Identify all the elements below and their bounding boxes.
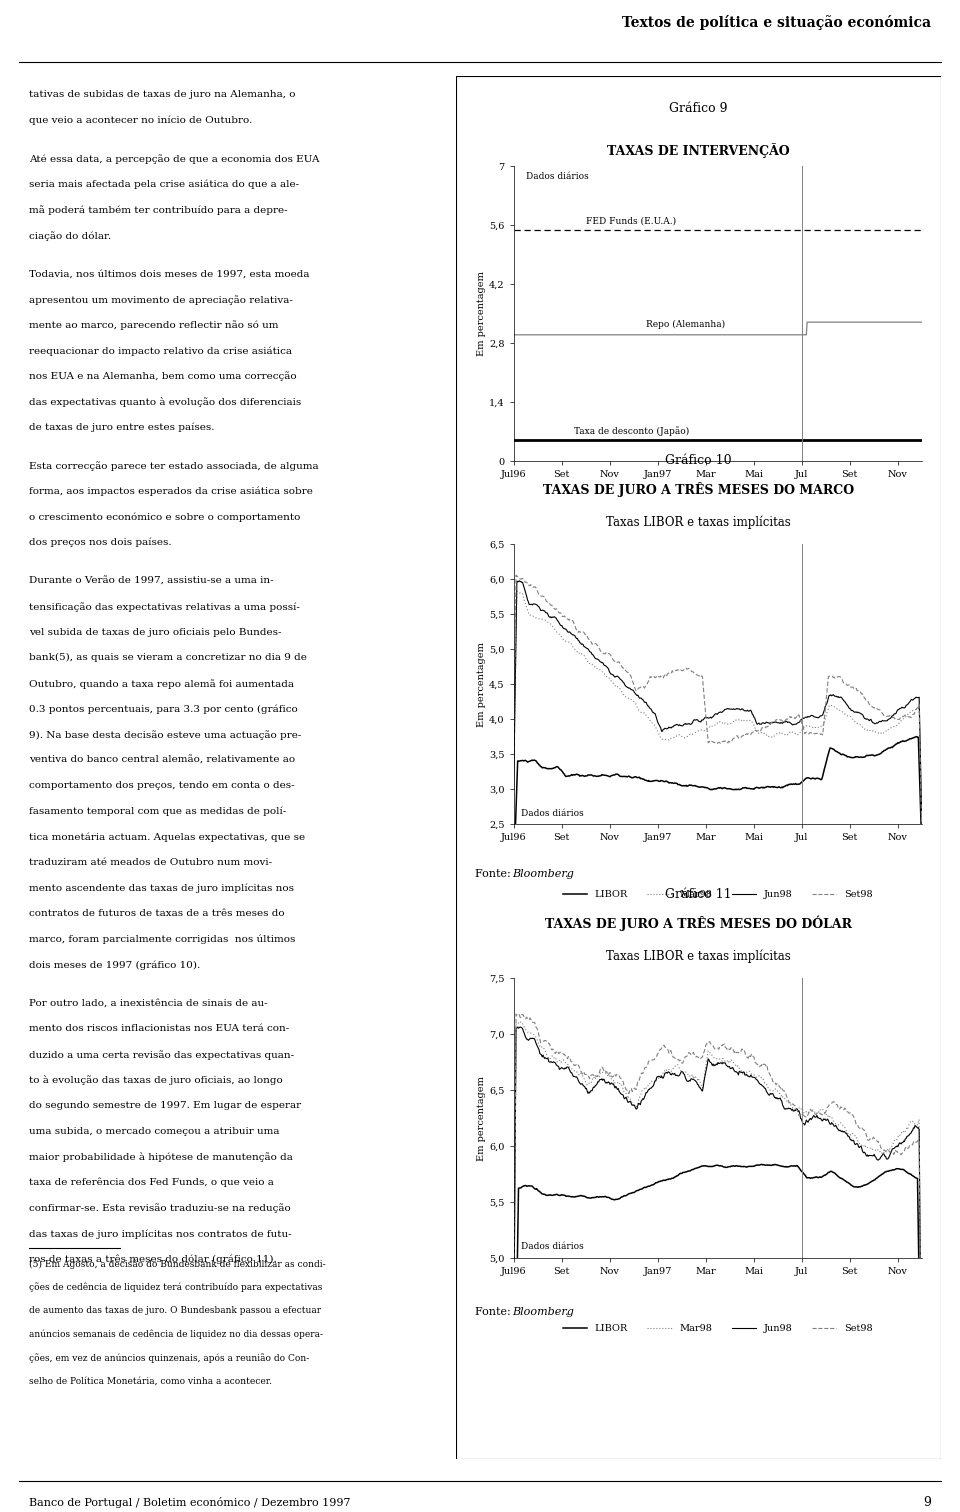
Text: contratos de futuros de taxas de a três meses do: contratos de futuros de taxas de a três …	[29, 909, 284, 918]
Text: bank(5), as quais se vieram a concretizar no dia 9 de: bank(5), as quais se vieram a concretiza…	[29, 653, 306, 662]
Text: mento dos riscos inflacionistas nos EUA terá con-: mento dos riscos inflacionistas nos EUA …	[29, 1024, 289, 1033]
Text: vel subida de taxas de juro oficiais pelo Bundes-: vel subida de taxas de juro oficiais pel…	[29, 627, 281, 637]
Text: nos EUA e na Alemanha, bem como uma correcção: nos EUA e na Alemanha, bem como uma corr…	[29, 372, 297, 381]
Text: dois meses de 1997 (gráfico 10).: dois meses de 1997 (gráfico 10).	[29, 960, 200, 969]
Text: das expectativas quanto à evolução dos diferenciais: das expectativas quanto à evolução dos d…	[29, 398, 301, 407]
Text: traduziram até meados de Outubro num movi-: traduziram até meados de Outubro num mov…	[29, 857, 272, 866]
Text: Fonte:: Fonte:	[475, 869, 515, 878]
Text: Esta correcção parece ter estado associada, de alguma: Esta correcção parece ter estado associa…	[29, 461, 319, 472]
Text: Taxa de desconto (Japão): Taxa de desconto (Japão)	[574, 426, 689, 435]
Text: anúncios semanais de cedência de liquidez no dia dessas opera-: anúncios semanais de cedência de liquide…	[29, 1329, 323, 1340]
Text: Repo (Alemanha): Repo (Alemanha)	[645, 321, 725, 330]
Text: confirmar-se. Esta revisão traduziu-se na redução: confirmar-se. Esta revisão traduziu-se n…	[29, 1204, 291, 1213]
Text: Todavia, nos últimos dois meses de 1997, esta moeda: Todavia, nos últimos dois meses de 1997,…	[29, 269, 309, 278]
Text: ros de taxas a três meses do dólar (gráfico 11).: ros de taxas a três meses do dólar (gráf…	[29, 1255, 276, 1264]
Text: 0.3 pontos percentuais, para 3.3 por cento (gráfico: 0.3 pontos percentuais, para 3.3 por cen…	[29, 705, 298, 714]
Text: seria mais afectada pela crise asiática do que a ale-: seria mais afectada pela crise asiática …	[29, 180, 299, 189]
Text: tativas de subidas de taxas de juro na Alemanha, o: tativas de subidas de taxas de juro na A…	[29, 91, 296, 100]
Text: duzido a uma certa revisão das expectativas quan-: duzido a uma certa revisão das expectati…	[29, 1049, 294, 1060]
Text: Por outro lado, a inexistência de sinais de au-: Por outro lado, a inexistência de sinais…	[29, 999, 268, 1007]
Text: (5) Em Agosto, a decisão do Bundesbank de flexibilizar as condi-: (5) Em Agosto, a decisão do Bundesbank d…	[29, 1259, 325, 1269]
Text: taxa de referência dos Fed Funds, o que veio a: taxa de referência dos Fed Funds, o que …	[29, 1178, 274, 1187]
Text: marco, foram parcialmente corrigidas  nos últimos: marco, foram parcialmente corrigidas nos…	[29, 934, 295, 943]
Text: Taxas LIBOR e taxas implícitas: Taxas LIBOR e taxas implícitas	[606, 950, 791, 963]
Text: apresentou um movimento de apreciação relativa-: apresentou um movimento de apreciação re…	[29, 295, 293, 304]
Text: das taxas de juro implícitas nos contratos de futu-: das taxas de juro implícitas nos contrat…	[29, 1229, 292, 1238]
Text: Outubro, quando a taxa repo alemã foi aumentada: Outubro, quando a taxa repo alemã foi au…	[29, 679, 294, 688]
Text: selho de Política Monetária, como vinha a acontecer.: selho de Política Monetária, como vinha …	[29, 1377, 272, 1385]
Text: Gráfico 11: Gráfico 11	[665, 888, 732, 901]
Text: de taxas de juro entre estes países.: de taxas de juro entre estes países.	[29, 423, 214, 432]
Y-axis label: Em percentagem: Em percentagem	[477, 271, 486, 357]
Text: do segundo semestre de 1997. Em lugar de esperar: do segundo semestre de 1997. Em lugar de…	[29, 1101, 300, 1110]
Text: nos contratos de futuros: nos contratos de futuros	[626, 544, 771, 556]
Legend: LIBOR, Mar98, Jun98, Set98: LIBOR, Mar98, Jun98, Set98	[559, 886, 876, 903]
Text: maior probabilidade à hipótese de manutenção da: maior probabilidade à hipótese de manute…	[29, 1152, 293, 1163]
Text: Dados diários: Dados diários	[521, 809, 584, 818]
FancyBboxPatch shape	[456, 76, 941, 1459]
Y-axis label: Em percentagem: Em percentagem	[477, 1075, 487, 1161]
Text: TAXAS DE JURO A TRÊS MESES DO DÓLAR: TAXAS DE JURO A TRÊS MESES DO DÓLAR	[545, 916, 852, 931]
Text: forma, aos impactos esperados da crise asiática sobre: forma, aos impactos esperados da crise a…	[29, 487, 313, 496]
Text: uma subida, o mercado começou a atribuir uma: uma subida, o mercado começou a atribuir…	[29, 1126, 279, 1136]
Text: Bloomberg: Bloomberg	[512, 1308, 574, 1317]
Text: ções, em vez de anúncios quinzenais, após a reunião do Con-: ções, em vez de anúncios quinzenais, apó…	[29, 1353, 309, 1362]
Text: 9: 9	[924, 1495, 931, 1509]
Text: que veio a acontecer no início de Outubro.: que veio a acontecer no início de Outubr…	[29, 116, 252, 125]
Text: ventiva do banco central alemão, relativamente ao: ventiva do banco central alemão, relativ…	[29, 756, 295, 765]
Text: Fonte:: Fonte:	[475, 1308, 515, 1317]
Text: to à evolução das taxas de juro oficiais, ao longo: to à evolução das taxas de juro oficiais…	[29, 1075, 282, 1086]
Text: Dados diários: Dados diários	[526, 172, 588, 181]
Text: tica monetária actuam. Aquelas expectativas, que se: tica monetária actuam. Aquelas expectati…	[29, 832, 305, 842]
Text: TAXAS DE JURO A TRÊS MESES DO MARCO: TAXAS DE JURO A TRÊS MESES DO MARCO	[542, 482, 854, 497]
Text: Gráfico 9: Gráfico 9	[669, 101, 728, 115]
Text: .: .	[565, 869, 568, 878]
Text: Textos de política e situação económica: Textos de política e situação económica	[622, 15, 931, 30]
Text: mã poderá também ter contribuído para a depre-: mã poderá também ter contribuído para a …	[29, 206, 287, 215]
Text: comportamento dos preços, tendo em conta o des-: comportamento dos preços, tendo em conta…	[29, 782, 295, 791]
Text: Gráfico 10: Gráfico 10	[665, 454, 732, 467]
Text: Dados diários: Dados diários	[521, 1241, 584, 1250]
Text: ciação do dólar.: ciação do dólar.	[29, 231, 111, 240]
Text: mento ascendente das taxas de juro implícitas nos: mento ascendente das taxas de juro implí…	[29, 883, 294, 894]
Text: reequacionar do impacto relativo da crise asiática: reequacionar do impacto relativo da cris…	[29, 346, 292, 355]
Text: Até essa data, a percepção de que a economia dos EUA: Até essa data, a percepção de que a econ…	[29, 154, 320, 163]
Text: Durante o Verão de 1997, assistiu-se a uma in-: Durante o Verão de 1997, assistiu-se a u…	[29, 576, 274, 585]
Text: mente ao marco, parecendo reflectir não só um: mente ao marco, parecendo reflectir não …	[29, 321, 278, 330]
Text: 9). Na base desta decisão esteve uma actuação pre-: 9). Na base desta decisão esteve uma act…	[29, 730, 301, 739]
Text: o crescimento económico e sobre o comportamento: o crescimento económico e sobre o compor…	[29, 513, 300, 522]
Text: nos contratos de futuros: nos contratos de futuros	[626, 978, 771, 990]
Text: fasamento temporal com que as medidas de polí-: fasamento temporal com que as medidas de…	[29, 807, 286, 816]
Legend: LIBOR, Mar98, Jun98, Set98: LIBOR, Mar98, Jun98, Set98	[559, 1320, 876, 1337]
Text: TAXAS DE INTERVENÇÃO: TAXAS DE INTERVENÇÃO	[607, 144, 790, 159]
Y-axis label: Em percentagem: Em percentagem	[477, 641, 487, 727]
Text: de aumento das taxas de juro. O Bundesbank passou a efectuar: de aumento das taxas de juro. O Bundesba…	[29, 1306, 321, 1315]
Text: Banco de Portugal / Boletim económico / Dezembro 1997: Banco de Portugal / Boletim económico / …	[29, 1497, 350, 1507]
Text: ções de cedência de liquidez terá contribuído para expectativas: ções de cedência de liquidez terá contri…	[29, 1282, 323, 1293]
Text: tensificação das expectativas relativas a uma possí-: tensificação das expectativas relativas …	[29, 602, 300, 612]
Text: FED Funds (E.U.A.): FED Funds (E.U.A.)	[586, 216, 676, 225]
Text: Taxas LIBOR e taxas implícitas: Taxas LIBOR e taxas implícitas	[606, 516, 791, 529]
Text: dos preços nos dois países.: dos preços nos dois países.	[29, 538, 172, 547]
Text: .: .	[565, 1308, 568, 1317]
Text: Bloomberg: Bloomberg	[512, 869, 574, 878]
